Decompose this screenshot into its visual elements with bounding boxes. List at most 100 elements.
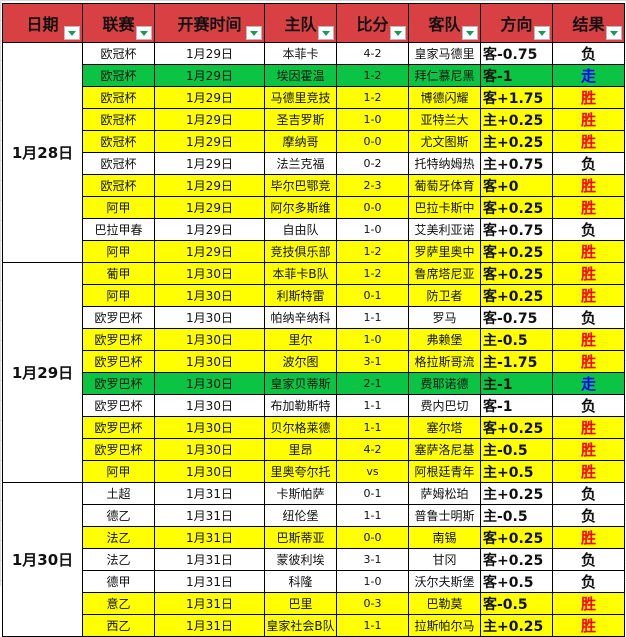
column-header-result: 结果 [552,3,625,43]
table-row: 欧罗巴杯 1月30日 里昂 4-2 塞萨洛尼基 主-0.5 胜 [3,438,625,461]
league-cell: 德乙 [82,504,155,527]
filter-dropdown-icon[interactable] [246,26,262,40]
home-cell: 摩纳哥 [264,130,337,153]
league-cell: 意乙 [82,592,155,615]
filter-dropdown-icon[interactable] [534,26,550,40]
away-cell: 巴拉卡斯中 [408,196,481,219]
score-cell: 0-0 [336,196,409,219]
away-cell: 拜仁慕尼黑 [408,64,481,87]
home-cell: 埃因霍温 [264,64,337,87]
dir-cell: 主-1 [480,372,553,395]
table-row: 欧罗巴杯 1月30日 里尔 1-0 弗赖堡 主-0.5 胜 [3,328,625,351]
away-cell: 防卫者 [408,284,481,307]
score-cell: 0-1 [336,482,409,505]
filter-dropdown-icon[interactable] [64,26,80,40]
dir-cell: 主-0.5 [480,328,553,351]
dir-cell: 主+0.5 [480,460,553,483]
date-cell: 1月30日 [2,482,83,637]
filter-dropdown-icon[interactable] [462,26,478,40]
away-cell: 普鲁士明斯 [408,504,481,527]
time-cell: 1月29日 [154,196,265,219]
result-cell: 胜 [552,614,625,637]
away-cell: 塞尔塔 [408,416,481,439]
away-cell: 甘冈 [408,548,481,571]
result-cell: 负 [552,306,625,329]
league-cell: 欧冠杯 [82,64,155,87]
table-row: 欧冠杯 1月29日 摩纳哥 0-0 尤文图斯 主+0.25 胜 [3,130,625,153]
away-cell: 鲁席塔尼亚 [408,262,481,285]
dir-cell: 客+0.25 [480,416,553,439]
filter-dropdown-icon[interactable] [136,26,152,40]
table-row: 欧冠杯 1月29日 圣吉罗斯 1-0 亚特兰大 主+0.25 胜 [3,108,625,131]
league-cell: 欧罗巴杯 [82,394,155,417]
filter-dropdown-icon[interactable] [606,26,622,40]
dir-cell: 主+0.25 [480,108,553,131]
score-cell: 4-2 [336,438,409,461]
score-cell: 2-1 [336,372,409,395]
time-cell: 1月30日 [154,438,265,461]
dir-cell: 主+0.25 [480,130,553,153]
time-cell: 1月31日 [154,570,265,593]
result-cell: 负 [552,504,625,527]
home-cell: 里尔 [264,328,337,351]
filter-dropdown-icon[interactable] [318,26,334,40]
column-header-home: 主队 [264,3,337,43]
table-row: 阿甲 1月30日 里奥夸尔托 vs 阿根廷青年 主+0.5 胜 [3,460,625,483]
column-header-label: 联赛 [102,15,135,34]
column-header-label: 方向 [500,15,533,34]
away-cell: 托特纳姆热 [408,152,481,175]
league-cell: 德甲 [82,570,155,593]
dir-cell: 客-0.75 [480,42,553,65]
home-cell: 本菲卡B队 [264,262,337,285]
away-cell: 沃尔夫斯堡 [408,570,481,593]
dir-cell: 主-0.5 [480,504,553,527]
table-row: 1月29日 葡甲 1月30日 本菲卡B队 1-2 鲁席塔尼亚 客+0.25 胜 [2,262,625,483]
away-cell: 罗萨里奥中 [408,240,481,263]
dir-cell: 主-1.75 [480,350,553,373]
table-row: 巴拉甲春 1月29日 自由队 1-0 艾美利亚诺 客+0.75 负 [3,218,625,241]
table-row: 阿甲 1月30日 利斯特雷 0-1 防卫者 客+0.25 胜 [3,284,625,307]
time-cell: 1月31日 [154,548,265,571]
score-cell: 1-2 [336,64,409,87]
league-cell: 葡甲 [82,262,155,285]
away-cell: 尤文图斯 [408,130,481,153]
league-cell: 西乙 [82,614,155,637]
result-cell: 负 [552,570,625,593]
score-cell: 1-1 [336,306,409,329]
table-row: 欧罗巴杯 1月30日 布加勒斯特 1-1 费内巴切 客-1 负 [3,394,625,417]
home-cell: 巴斯蒂亚 [264,526,337,549]
time-cell: 1月29日 [154,218,265,241]
result-cell: 胜 [552,86,625,109]
league-cell: 欧罗巴杯 [82,438,155,461]
result-cell: 胜 [552,284,625,307]
away-cell: 费内巴切 [408,394,481,417]
home-cell: 毕尔巴鄂竞 [264,174,337,197]
home-cell: 里奥夸尔托 [264,460,337,483]
time-cell: 1月30日 [154,284,265,307]
time-cell: 1月29日 [154,64,265,87]
home-cell: 圣吉罗斯 [264,108,337,131]
dir-cell: 主+0.25 [480,614,553,637]
league-cell: 法乙 [82,548,155,571]
date-cell: 1月29日 [2,262,83,483]
home-cell: 巴里 [264,592,337,615]
dir-cell: 客+0.25 [480,240,553,263]
score-cell: 0-2 [336,152,409,175]
dir-cell: 主+0.75 [480,152,553,175]
home-cell: 蒙彼利埃 [264,548,337,571]
result-cell: 胜 [552,262,625,285]
time-cell: 1月29日 [154,174,265,197]
result-cell: 负 [552,152,625,175]
score-cell: 1-1 [336,416,409,439]
table-row: 欧冠杯 1月29日 马德里竞技 1-2 博德闪耀 客+1.75 胜 [3,86,625,109]
away-cell: 南锡 [408,526,481,549]
score-cell: 0-1 [336,284,409,307]
result-cell: 负 [552,42,625,65]
filter-dropdown-icon[interactable] [390,26,406,40]
home-cell: 法兰克福 [264,152,337,175]
column-header-label: 开赛时间 [177,15,242,34]
table-row: 欧冠杯 1月29日 毕尔巴鄂竞 2-3 葡萄牙体育 客+0 胜 [3,174,625,197]
table-row: 欧罗巴杯 1月30日 皇家贝蒂斯 2-1 费耶诺德 主-1 走 [3,372,625,395]
score-cell: 3-1 [336,350,409,373]
result-cell: 胜 [552,196,625,219]
